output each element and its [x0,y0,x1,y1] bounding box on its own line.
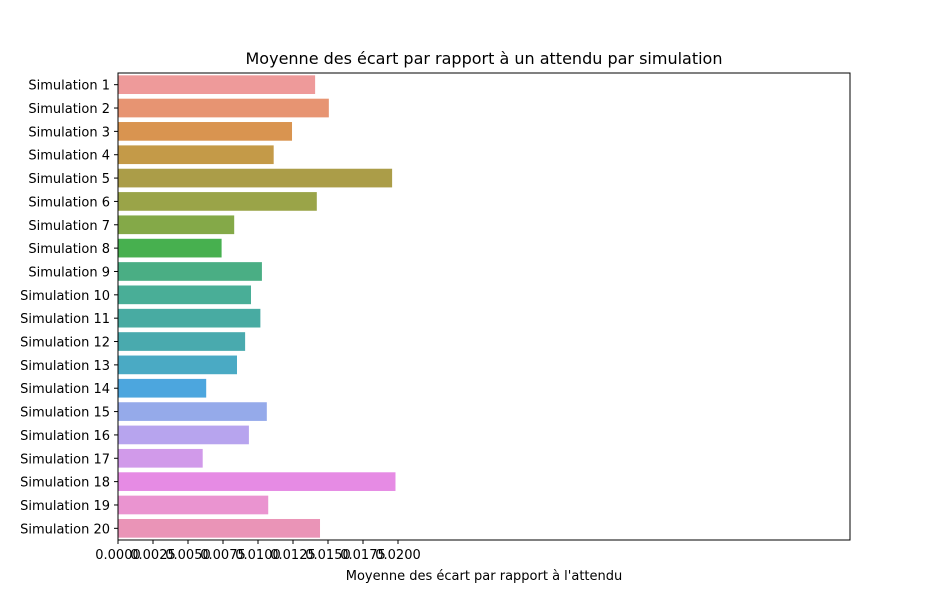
y-tick-label-6: Simulation 6 [28,195,110,210]
y-tick-label-16: Simulation 16 [20,429,110,444]
bar-14 [118,378,207,398]
bar-7 [118,215,235,235]
bar-6 [118,192,317,211]
x-tick-label-7: 0.0150 [305,548,351,563]
bar-2 [118,98,329,118]
chart-title: Moyenne des écart par rapport à un atten… [246,49,723,68]
bar-11 [118,308,261,328]
bar-15 [118,402,267,421]
y-tick-label-17: Simulation 17 [20,452,110,467]
y-tick-label-4: Simulation 4 [28,149,110,164]
x-tick-label-6: 0.0125 [270,548,316,563]
x-tick-label-2: 0.0025 [130,548,176,563]
y-tick-label-10: Simulation 10 [20,289,110,304]
bar-1 [118,75,316,95]
x-tick-label-9: 0.0200 [375,548,421,563]
bar-5 [118,168,393,188]
x-axis-title: Moyenne des écart par rapport à l'attend… [346,569,623,584]
bar-9 [118,262,262,281]
bar-13 [118,355,237,375]
y-tick-label-12: Simulation 12 [20,336,110,351]
x-tick-label-4: 0.0075 [200,548,246,563]
y-tick-label-20: Simulation 20 [20,522,110,537]
x-tick-label-8: 0.0175 [340,548,386,563]
y-tick-label-13: Simulation 13 [20,359,110,374]
y-tick-label-2: Simulation 2 [28,102,110,117]
bar-12 [118,332,246,351]
x-tick-label-3: 0.0050 [165,548,211,563]
y-tick-label-3: Simulation 3 [28,125,110,140]
bar-4 [118,145,274,165]
y-tick-label-8: Simulation 8 [28,242,110,257]
y-tick-label-15: Simulation 15 [20,406,110,421]
bar-17 [118,448,203,468]
y-tick-label-11: Simulation 11 [20,312,110,327]
x-tick-label-5: 0.0100 [235,548,281,563]
y-tick-label-9: Simulation 9 [28,265,110,280]
bar-20 [118,518,321,538]
y-tick-label-5: Simulation 5 [28,172,110,187]
x-tick-label-1: 0.0000 [95,548,141,563]
y-tick-label-18: Simulation 18 [20,476,110,491]
bar-8 [118,238,222,258]
y-tick-label-19: Simulation 19 [20,499,110,514]
y-axis: Simulation 1 Simulation 2 Simulation 3 Simu… [20,79,118,537]
bar-19 [118,495,269,515]
y-tick-label-1: Simulation 1 [28,79,110,94]
y-tick-label-7: Simulation 7 [28,219,110,234]
bar-3 [118,122,293,141]
bars-group [118,75,396,538]
y-tick-label-14: Simulation 14 [20,382,110,397]
bar-18 [118,472,396,491]
x-axis: 0.00000.00250.00500.00750.01000.01250.01… [95,540,421,563]
bar-16 [118,425,249,445]
plot-frame [117,72,851,541]
bar-10 [118,285,251,305]
